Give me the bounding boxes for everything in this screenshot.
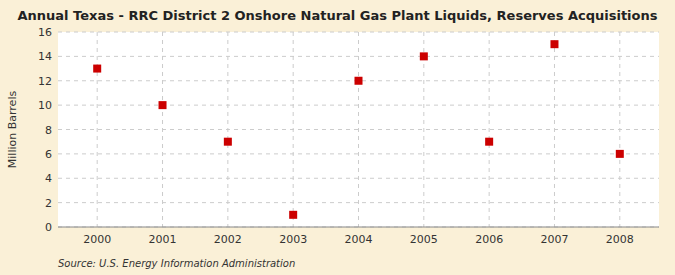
- x-tick-label: 2007: [540, 233, 568, 246]
- point: [485, 138, 493, 146]
- y-tick-label: 10: [38, 99, 52, 112]
- x-tick-label: 2004: [345, 233, 373, 246]
- x-grid-line: [554, 32, 555, 227]
- point: [159, 101, 167, 109]
- y-tick-label: 12: [38, 75, 52, 88]
- x-grid-line: [489, 32, 490, 227]
- y-tick-label: 4: [45, 172, 52, 185]
- x-grid-line: [619, 32, 620, 227]
- point: [355, 77, 363, 85]
- x-tick-label: 2001: [149, 233, 177, 246]
- y-grid-line: [58, 227, 659, 228]
- x-grid-line: [97, 32, 98, 227]
- x-axis-line: [58, 227, 659, 228]
- y-tick-label: 16: [38, 26, 52, 39]
- x-tick-label: 2003: [279, 233, 307, 246]
- y-axis-label: Million Barrels: [6, 91, 19, 169]
- point: [224, 138, 232, 146]
- y-tick-label: 8: [45, 124, 52, 137]
- y-tick-label: 0: [45, 221, 52, 234]
- point: [93, 65, 101, 73]
- point: [616, 150, 624, 158]
- point: [550, 40, 558, 48]
- grid: [58, 32, 659, 227]
- source-note: Source: U.S. Energy Information Administ…: [58, 258, 295, 269]
- x-grid-line: [358, 32, 359, 227]
- x-tick-label: 2000: [83, 233, 111, 246]
- x-tick-label: 2006: [475, 233, 503, 246]
- point: [289, 211, 297, 219]
- point: [420, 52, 428, 60]
- x-grid-line: [423, 32, 424, 227]
- points: [93, 40, 624, 219]
- x-grid-line: [293, 32, 294, 227]
- title: Annual Texas - RRC District 2 Onshore Na…: [18, 8, 658, 23]
- ticks: 0 2 4 6 8 10 12 14 16 2000 2001 2002 2003 2004 2005 200…: [38, 26, 634, 246]
- x-grid-line: [162, 32, 163, 227]
- x-tick-label: 2008: [606, 233, 634, 246]
- plot-area: [58, 32, 659, 227]
- y-tick-label: 2: [45, 197, 52, 210]
- x-tick-label: 2005: [410, 233, 438, 246]
- x-tick-label: 2002: [214, 233, 242, 246]
- x-grid-line: [227, 32, 228, 227]
- y-tick-label: 14: [38, 50, 52, 63]
- y-tick-label: 6: [45, 148, 52, 161]
- chart: 0 2 4 6 8 10 12 14 16 2000 2001 2002 2003 2004 2005 200…: [0, 0, 675, 275]
